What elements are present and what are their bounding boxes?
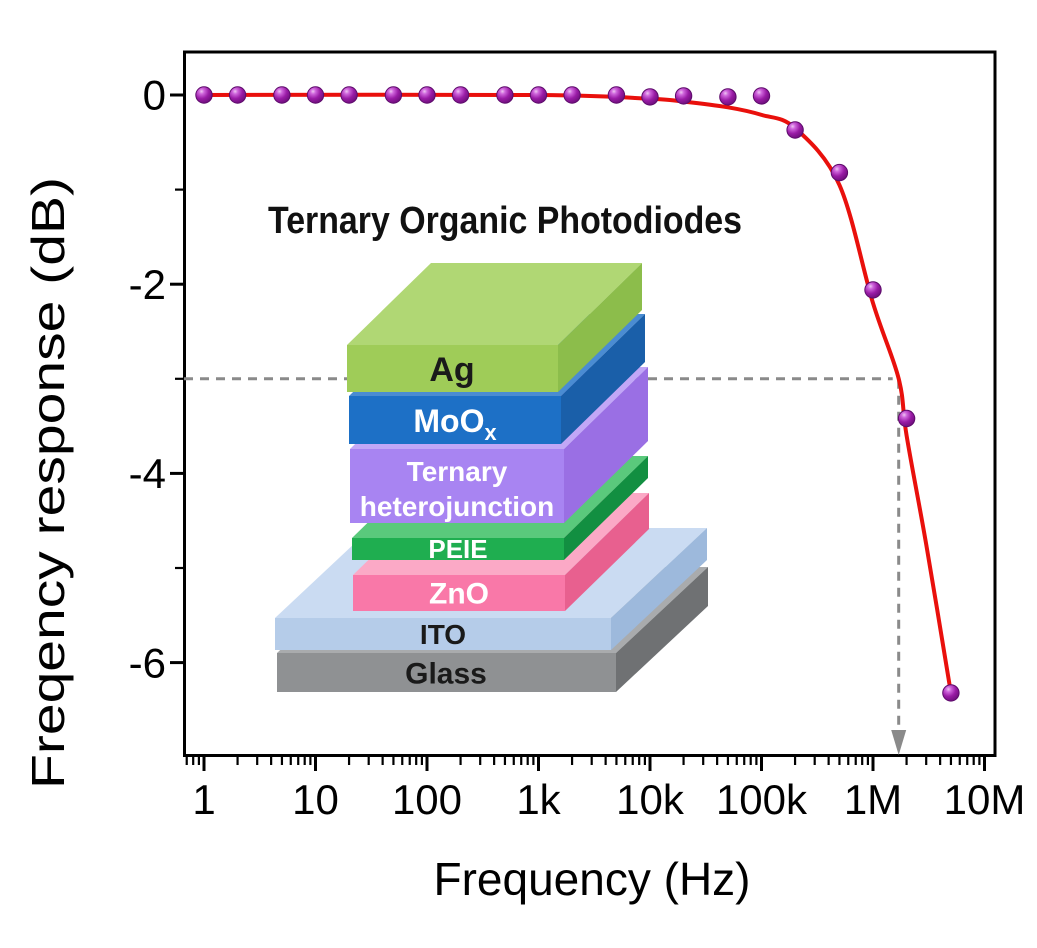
- data-point-4: [340, 86, 358, 104]
- layer-ag-side-face: [558, 263, 642, 392]
- layer-moox-front-face: [349, 396, 561, 444]
- y-tick-label: -4: [129, 450, 166, 497]
- data-point-0: [195, 86, 213, 104]
- layer-zno-front-face: [353, 575, 565, 611]
- data-point-11: [607, 86, 626, 104]
- layer-ag-front-face: [347, 345, 558, 392]
- layer-ternary-label-line2: heterojunction: [360, 491, 554, 522]
- layer-ito-label: ITO: [420, 619, 466, 650]
- layer-peie-front-face: [352, 538, 564, 560]
- layer-ito-front-face: [275, 618, 611, 650]
- plot-frame: [183, 50, 997, 757]
- layer-ternary-front-face: [350, 449, 564, 523]
- data-point-8: [496, 86, 514, 104]
- layer-moox-label: MoOx: [413, 403, 496, 445]
- data-point-14: [719, 88, 737, 106]
- y-tick-label: -2: [129, 261, 166, 308]
- data-point-7: [451, 86, 470, 104]
- y-tick-label: 0: [143, 72, 166, 119]
- layer-glass-side-face: [616, 567, 708, 692]
- down-arrow-icon: [891, 730, 907, 755]
- data-point-18: [864, 281, 882, 299]
- data-point-20: [942, 684, 960, 702]
- layer-ag: Ag: [347, 263, 642, 392]
- layer-ito-side-face: [611, 528, 707, 650]
- layer-glass-label: Glass: [405, 658, 487, 691]
- data-point-6: [418, 86, 436, 104]
- axes: 1 10 100 1k 10k 100k 1M 10M 0 -2 -4 -6: [129, 50, 1026, 823]
- data-point-2: [273, 86, 291, 104]
- layer-moox-side-face: [561, 314, 645, 444]
- data-point-1: [228, 86, 247, 104]
- x-tick-label: 10: [292, 776, 339, 823]
- layer-zno-side-face: [565, 493, 649, 611]
- x-tick-label: 100: [392, 776, 462, 823]
- data-point-5: [384, 86, 403, 104]
- data-point-3: [306, 86, 325, 104]
- x-tick-label: 10k: [616, 776, 685, 823]
- data-point-17: [830, 163, 849, 182]
- layer-ternary-side-face: [564, 367, 648, 523]
- data-series: [195, 86, 960, 702]
- data-point-15: [752, 87, 771, 105]
- layer-peie-side-face: [564, 456, 648, 560]
- y-tick-label: -6: [129, 639, 166, 686]
- device-stack-inset: Glass ITO ZnO PEIE Ternary heterojunction MoOx…: [275, 263, 708, 692]
- layer-ag-top-face: [347, 263, 642, 345]
- inset-title: Ternary Organic Photodiodes: [268, 200, 742, 242]
- data-point-16: [786, 121, 804, 139]
- x-tick-label: 1: [192, 776, 215, 823]
- layer-peie-label: PEIE: [428, 534, 487, 564]
- data-point-9: [529, 86, 548, 104]
- data-point-10: [563, 86, 581, 104]
- x-axis-title: Frequency (Hz): [434, 853, 751, 905]
- data-point-19: [897, 409, 916, 428]
- layer-ag-label: Ag: [429, 351, 474, 389]
- data-point-13: [674, 87, 693, 105]
- y-axis-title: Freqency response (dB): [22, 177, 74, 789]
- x-tick-label: 100k: [716, 776, 808, 823]
- data-point-12: [641, 88, 659, 106]
- layer-glass-front-face: [277, 653, 616, 692]
- x-tick-label: 1k: [516, 776, 561, 823]
- x-tick-label: 1M: [844, 776, 902, 823]
- layer-ternary-label: Ternary: [407, 456, 508, 487]
- layer-zno-label: ZnO: [429, 578, 489, 611]
- x-tick-label: 10M: [944, 776, 1026, 823]
